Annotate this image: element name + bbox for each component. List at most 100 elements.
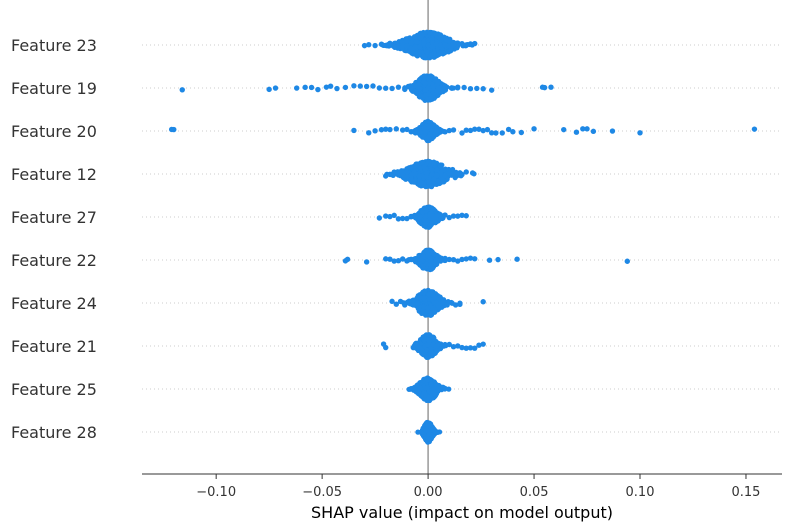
data-point — [463, 213, 469, 219]
data-point — [450, 256, 457, 263]
data-point — [179, 87, 185, 93]
core-point — [432, 307, 438, 313]
data-point — [402, 302, 408, 308]
feature-points-feature-24 — [389, 287, 486, 318]
feature-label-feature-24: Feature 24 — [11, 294, 97, 313]
data-point — [363, 83, 370, 90]
data-point — [480, 341, 486, 347]
core-point — [410, 297, 416, 303]
data-point — [391, 169, 397, 175]
data-point — [455, 170, 461, 177]
data-point — [476, 126, 482, 132]
data-point — [387, 126, 393, 133]
core-point — [429, 334, 436, 340]
data-point — [412, 44, 419, 50]
data-point — [459, 212, 465, 218]
data-point — [433, 343, 440, 349]
data-point — [442, 212, 448, 218]
core-point — [430, 292, 436, 298]
data-point — [474, 85, 480, 92]
x-tick-label: 0.10 — [626, 485, 655, 500]
core-point — [433, 76, 439, 82]
data-point — [450, 213, 457, 219]
data-point — [383, 173, 389, 179]
core-point — [425, 91, 432, 97]
data-point — [383, 213, 389, 219]
data-point — [505, 126, 512, 133]
data-point — [438, 257, 444, 263]
data-point — [486, 257, 493, 263]
data-point — [472, 345, 478, 351]
data-point — [446, 43, 452, 49]
data-point — [387, 213, 393, 220]
data-point — [408, 85, 414, 92]
core-point — [429, 122, 435, 129]
x-ticks: −0.10 −0.05 0.00 0.05 0.10 0.15 — [196, 474, 760, 500]
data-point — [429, 43, 436, 50]
core-point — [424, 377, 430, 383]
data-point — [416, 44, 423, 50]
data-point — [472, 126, 478, 132]
core-point — [420, 253, 426, 259]
data-point — [433, 257, 440, 263]
data-point — [442, 42, 448, 48]
data-point — [376, 215, 383, 221]
core-point — [413, 51, 419, 57]
data-point — [266, 86, 272, 93]
core-point — [421, 390, 428, 396]
data-point — [469, 170, 476, 176]
data-point — [383, 256, 389, 262]
data-point — [442, 341, 448, 348]
feature-points-feature-28 — [415, 419, 443, 445]
data-point — [609, 128, 616, 134]
data-point — [448, 85, 455, 91]
core-point — [434, 167, 440, 173]
data-point — [442, 83, 448, 89]
data-point — [499, 130, 505, 136]
data-point — [446, 214, 452, 221]
core-point — [428, 381, 434, 387]
data-point — [442, 255, 448, 262]
data-point — [357, 83, 363, 89]
data-point — [391, 258, 397, 264]
data-point — [366, 41, 372, 48]
data-point — [342, 84, 349, 91]
data-point — [455, 213, 461, 219]
data-point — [433, 213, 440, 220]
data-point — [416, 173, 423, 179]
data-point — [391, 212, 397, 219]
data-point — [372, 42, 378, 49]
feature-points-feature-27 — [376, 204, 469, 230]
data-point — [541, 84, 548, 91]
data-point — [463, 127, 469, 133]
data-point — [383, 85, 389, 91]
core-point — [425, 305, 431, 311]
core-point — [431, 251, 437, 257]
data-point — [440, 299, 446, 306]
data-point — [446, 341, 452, 348]
data-point — [383, 126, 389, 132]
core-point — [428, 222, 434, 228]
core-point — [427, 30, 433, 36]
data-point — [459, 130, 465, 136]
data-point — [463, 345, 469, 351]
feature-labels: Feature 23 Feature 19 Feature 20 Feature 12… — [11, 36, 97, 442]
core-point — [424, 347, 430, 353]
row-guides — [142, 44, 782, 433]
data-point — [584, 126, 590, 132]
data-point — [488, 130, 495, 136]
data-point — [412, 214, 419, 221]
data-point — [351, 83, 357, 89]
feature-label-feature-19: Feature 19 — [11, 79, 97, 98]
feature-points-feature-23 — [361, 29, 478, 61]
core-point — [419, 209, 426, 215]
data-point — [442, 172, 448, 178]
core-point — [443, 37, 449, 43]
data-point — [455, 84, 461, 90]
data-point — [399, 41, 406, 48]
data-point — [416, 345, 423, 351]
data-point — [387, 256, 393, 262]
core-point — [427, 131, 433, 137]
data-point — [393, 301, 399, 307]
core-point — [426, 204, 432, 210]
